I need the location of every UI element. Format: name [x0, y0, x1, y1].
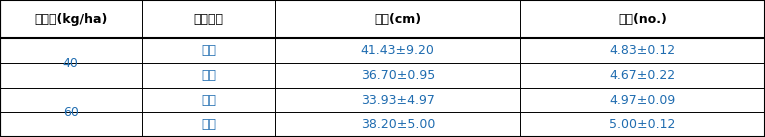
Text: 38.20±5.00: 38.20±5.00 — [360, 118, 435, 131]
Text: 조파: 조파 — [201, 94, 216, 106]
Text: 4.97±0.09: 4.97±0.09 — [610, 94, 675, 106]
Bar — [5, 40, 142, 86]
Text: 41.43±9.20: 41.43±9.20 — [361, 44, 435, 57]
Text: 60: 60 — [63, 106, 79, 119]
Text: 4.67±0.22: 4.67±0.22 — [610, 69, 675, 82]
Bar — [5, 89, 142, 136]
Text: 5.00±0.12: 5.00±0.12 — [610, 118, 675, 131]
Text: 40: 40 — [63, 57, 79, 69]
Text: 조파: 조파 — [201, 44, 216, 57]
Text: 산파: 산파 — [201, 118, 216, 131]
Text: 33.93±4.97: 33.93±4.97 — [361, 94, 435, 106]
Text: 4.83±0.12: 4.83±0.12 — [610, 44, 675, 57]
Text: 분얼(no.): 분얼(no.) — [618, 13, 667, 26]
Text: 초장(cm): 초장(cm) — [374, 13, 422, 26]
Text: 산파: 산파 — [201, 69, 216, 82]
Text: 파종량(kg/ha): 파종량(kg/ha) — [34, 13, 107, 26]
Text: 36.70±0.95: 36.70±0.95 — [360, 69, 435, 82]
Text: 파종방법: 파종방법 — [194, 13, 223, 26]
